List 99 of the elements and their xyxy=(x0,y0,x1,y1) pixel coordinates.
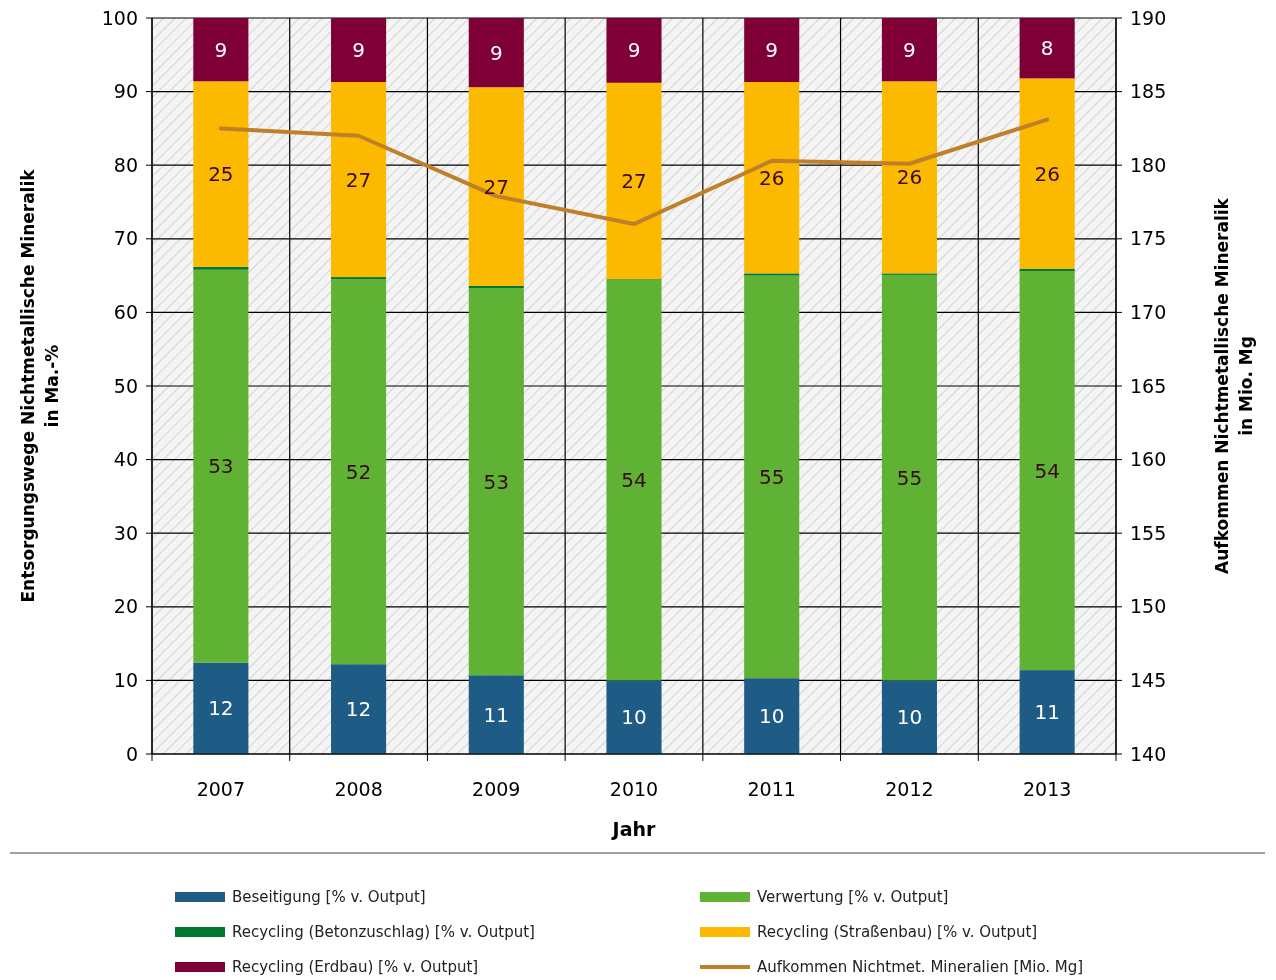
data-label: 10 xyxy=(621,705,647,730)
bar xyxy=(193,269,249,663)
bar xyxy=(468,675,524,754)
bar xyxy=(1019,268,1075,272)
y-tick-label: 50 xyxy=(113,374,138,397)
bar xyxy=(331,277,387,280)
data-label: 27 xyxy=(621,169,647,194)
y2-tick-label: 165 xyxy=(1130,374,1167,397)
data-label: 26 xyxy=(896,165,923,190)
bar xyxy=(744,678,800,754)
x-tick-label: 2010 xyxy=(609,778,659,800)
bar xyxy=(1019,78,1075,269)
bar xyxy=(193,18,249,82)
legend-label: Verwertung [% v. Output] xyxy=(757,888,949,907)
data-label: 27 xyxy=(483,174,510,199)
data-label: 9 xyxy=(489,40,503,65)
bar xyxy=(606,18,662,83)
data-label: 54 xyxy=(1034,458,1060,483)
data-label: 54 xyxy=(621,468,647,493)
bar xyxy=(744,18,800,83)
y-tick-label: 80 xyxy=(113,153,138,176)
data-label: 11 xyxy=(1034,700,1060,725)
y-tick-label: 70 xyxy=(113,227,138,250)
x-tick-label: 2007 xyxy=(196,778,246,800)
bar xyxy=(331,18,387,83)
legend-label: Recycling (Erdbau) [% v. Output] xyxy=(232,958,479,977)
bar xyxy=(606,280,662,681)
data-label: 11 xyxy=(483,702,510,727)
x-axis-title: Jahr xyxy=(610,818,657,840)
y2-tick-label: 140 xyxy=(1130,742,1167,765)
bar xyxy=(468,18,524,88)
data-label: 26 xyxy=(758,165,785,190)
data-label: 12 xyxy=(208,696,234,721)
legend-label: Recycling (Betonzuschlag) [% v. Output] xyxy=(232,923,535,942)
y-tick-label: 0 xyxy=(125,742,138,765)
bar xyxy=(606,82,662,280)
bar xyxy=(744,275,800,679)
data-label: 9 xyxy=(903,37,916,62)
data-label: 52 xyxy=(345,459,372,484)
data-label: 8 xyxy=(1040,36,1054,61)
y2-tick-label: 155 xyxy=(1130,521,1167,544)
bar xyxy=(744,82,800,274)
bar xyxy=(1019,271,1075,671)
x-tick-label: 2011 xyxy=(747,778,796,800)
data-label: 55 xyxy=(758,464,785,489)
y-tick-label: 100 xyxy=(101,6,138,29)
y-tick-label: 40 xyxy=(113,448,138,471)
y2-tick-label: 185 xyxy=(1130,80,1167,103)
bar xyxy=(468,87,524,286)
y-tick-label: 30 xyxy=(113,521,138,544)
legend-label: Beseitigung [% v. Output] xyxy=(232,888,426,907)
data-label: 26 xyxy=(1034,161,1060,186)
y2-tick-label: 160 xyxy=(1130,448,1167,471)
bar xyxy=(331,664,387,754)
y-axis-title: Entsorgungswege Nichtmetallische Mineralik in Ma.-% xyxy=(18,168,62,603)
data-label: 9 xyxy=(765,38,779,63)
y2-tick-label: 190 xyxy=(1130,6,1167,29)
bar xyxy=(744,273,800,276)
data-label: 27 xyxy=(345,167,372,192)
data-label: 53 xyxy=(483,469,510,494)
y-tick-label: 10 xyxy=(113,669,138,692)
bar xyxy=(331,279,387,665)
y-tick-label: 20 xyxy=(113,595,138,618)
bar xyxy=(193,81,249,267)
y-tick-label: 90 xyxy=(113,80,138,103)
y2-axis-title: Aufkommen Nichtmetallische Mineralik in Mio. Mg xyxy=(1212,197,1256,574)
data-label: 9 xyxy=(627,38,641,63)
data-label: 12 xyxy=(345,697,372,722)
x-tick-label: 2013 xyxy=(1022,778,1072,800)
bar xyxy=(331,82,387,278)
bar xyxy=(1019,670,1075,754)
data-label: 9 xyxy=(352,38,365,63)
data-label: 25 xyxy=(208,162,234,187)
bar xyxy=(881,81,937,274)
bar xyxy=(881,18,937,82)
y-tick-label: 60 xyxy=(113,301,138,324)
bar xyxy=(468,285,524,289)
x-tick-label: 2012 xyxy=(885,778,934,800)
x-tick-label: 2009 xyxy=(472,778,521,800)
bar xyxy=(193,266,249,270)
x-tick-label: 2008 xyxy=(334,778,383,800)
bar xyxy=(881,680,937,754)
legend-label: Recycling (Straßenbau) [% v. Output] xyxy=(757,923,1038,942)
y2-tick-label: 150 xyxy=(1130,595,1167,618)
y2-tick-label: 170 xyxy=(1130,301,1167,324)
data-label: 10 xyxy=(896,705,923,730)
bar xyxy=(1019,18,1075,79)
data-label: 55 xyxy=(896,465,923,490)
data-label: 10 xyxy=(758,704,785,729)
y2-tick-label: 175 xyxy=(1130,227,1167,250)
bar xyxy=(606,680,662,754)
y2-tick-label: 180 xyxy=(1130,153,1167,176)
legend-label: Aufkommen Nichtmet. Mineralien [Mio. Mg] xyxy=(757,958,1084,977)
bar xyxy=(881,274,937,681)
y2-tick-label: 145 xyxy=(1130,669,1167,692)
data-label: 9 xyxy=(214,37,228,62)
bar xyxy=(193,662,249,754)
bar xyxy=(468,288,524,676)
data-label: 53 xyxy=(208,454,234,479)
